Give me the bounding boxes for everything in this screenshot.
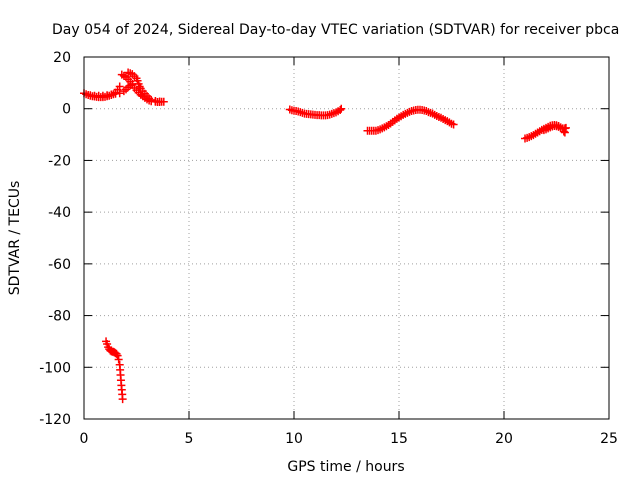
x-tick-label: 5 <box>185 431 194 447</box>
series-arc-h <box>521 121 569 143</box>
series-arc-i <box>539 122 570 135</box>
data-point <box>107 90 116 99</box>
grid-lines <box>84 57 609 419</box>
y-tick-label: -80 <box>48 309 71 325</box>
chart-title: Day 054 of 2024, Sidereal Day-to-day VTE… <box>52 22 619 38</box>
y-tick-label: 0 <box>62 102 71 118</box>
series-arc-d <box>124 68 168 106</box>
data-point <box>113 351 122 360</box>
y-tick-label: -20 <box>48 153 71 169</box>
y-tick-label: -60 <box>48 257 71 273</box>
series-arc-f <box>285 104 346 120</box>
y-tick-label: -100 <box>39 360 71 376</box>
data-point <box>337 104 346 113</box>
data-points <box>80 68 570 404</box>
series-arc-a <box>80 82 124 102</box>
x-tick-label: 20 <box>495 431 513 447</box>
y-tick-label: 20 <box>53 50 71 66</box>
x-tick-label: 0 <box>80 431 89 447</box>
y-axis-label: SDTVAR / TECUs <box>7 181 23 296</box>
y-tick-label: -120 <box>39 412 71 428</box>
data-point <box>115 89 124 98</box>
x-tick-label: 10 <box>285 431 303 447</box>
data-point <box>147 95 156 104</box>
x-axis-label: GPS time / hours <box>287 459 404 475</box>
plot-frame <box>83 56 610 420</box>
y-tick-label: -40 <box>48 205 71 221</box>
data-point <box>114 355 123 364</box>
data-point <box>449 120 458 129</box>
data-point <box>159 97 168 106</box>
data-point <box>103 91 112 100</box>
series-arc-e <box>102 337 127 404</box>
data-point <box>115 82 124 91</box>
data-point <box>336 106 345 115</box>
axis-ticks: 0 5 10 15 20 25 20 0 -20 -40 -60 -80 -100 -120 <box>39 50 618 447</box>
x-tick-label: 25 <box>600 431 618 447</box>
x-tick-label: 15 <box>390 431 408 447</box>
series-arc-g <box>363 105 458 135</box>
data-point <box>118 395 127 404</box>
data-point <box>561 123 570 132</box>
data-point <box>112 349 121 358</box>
